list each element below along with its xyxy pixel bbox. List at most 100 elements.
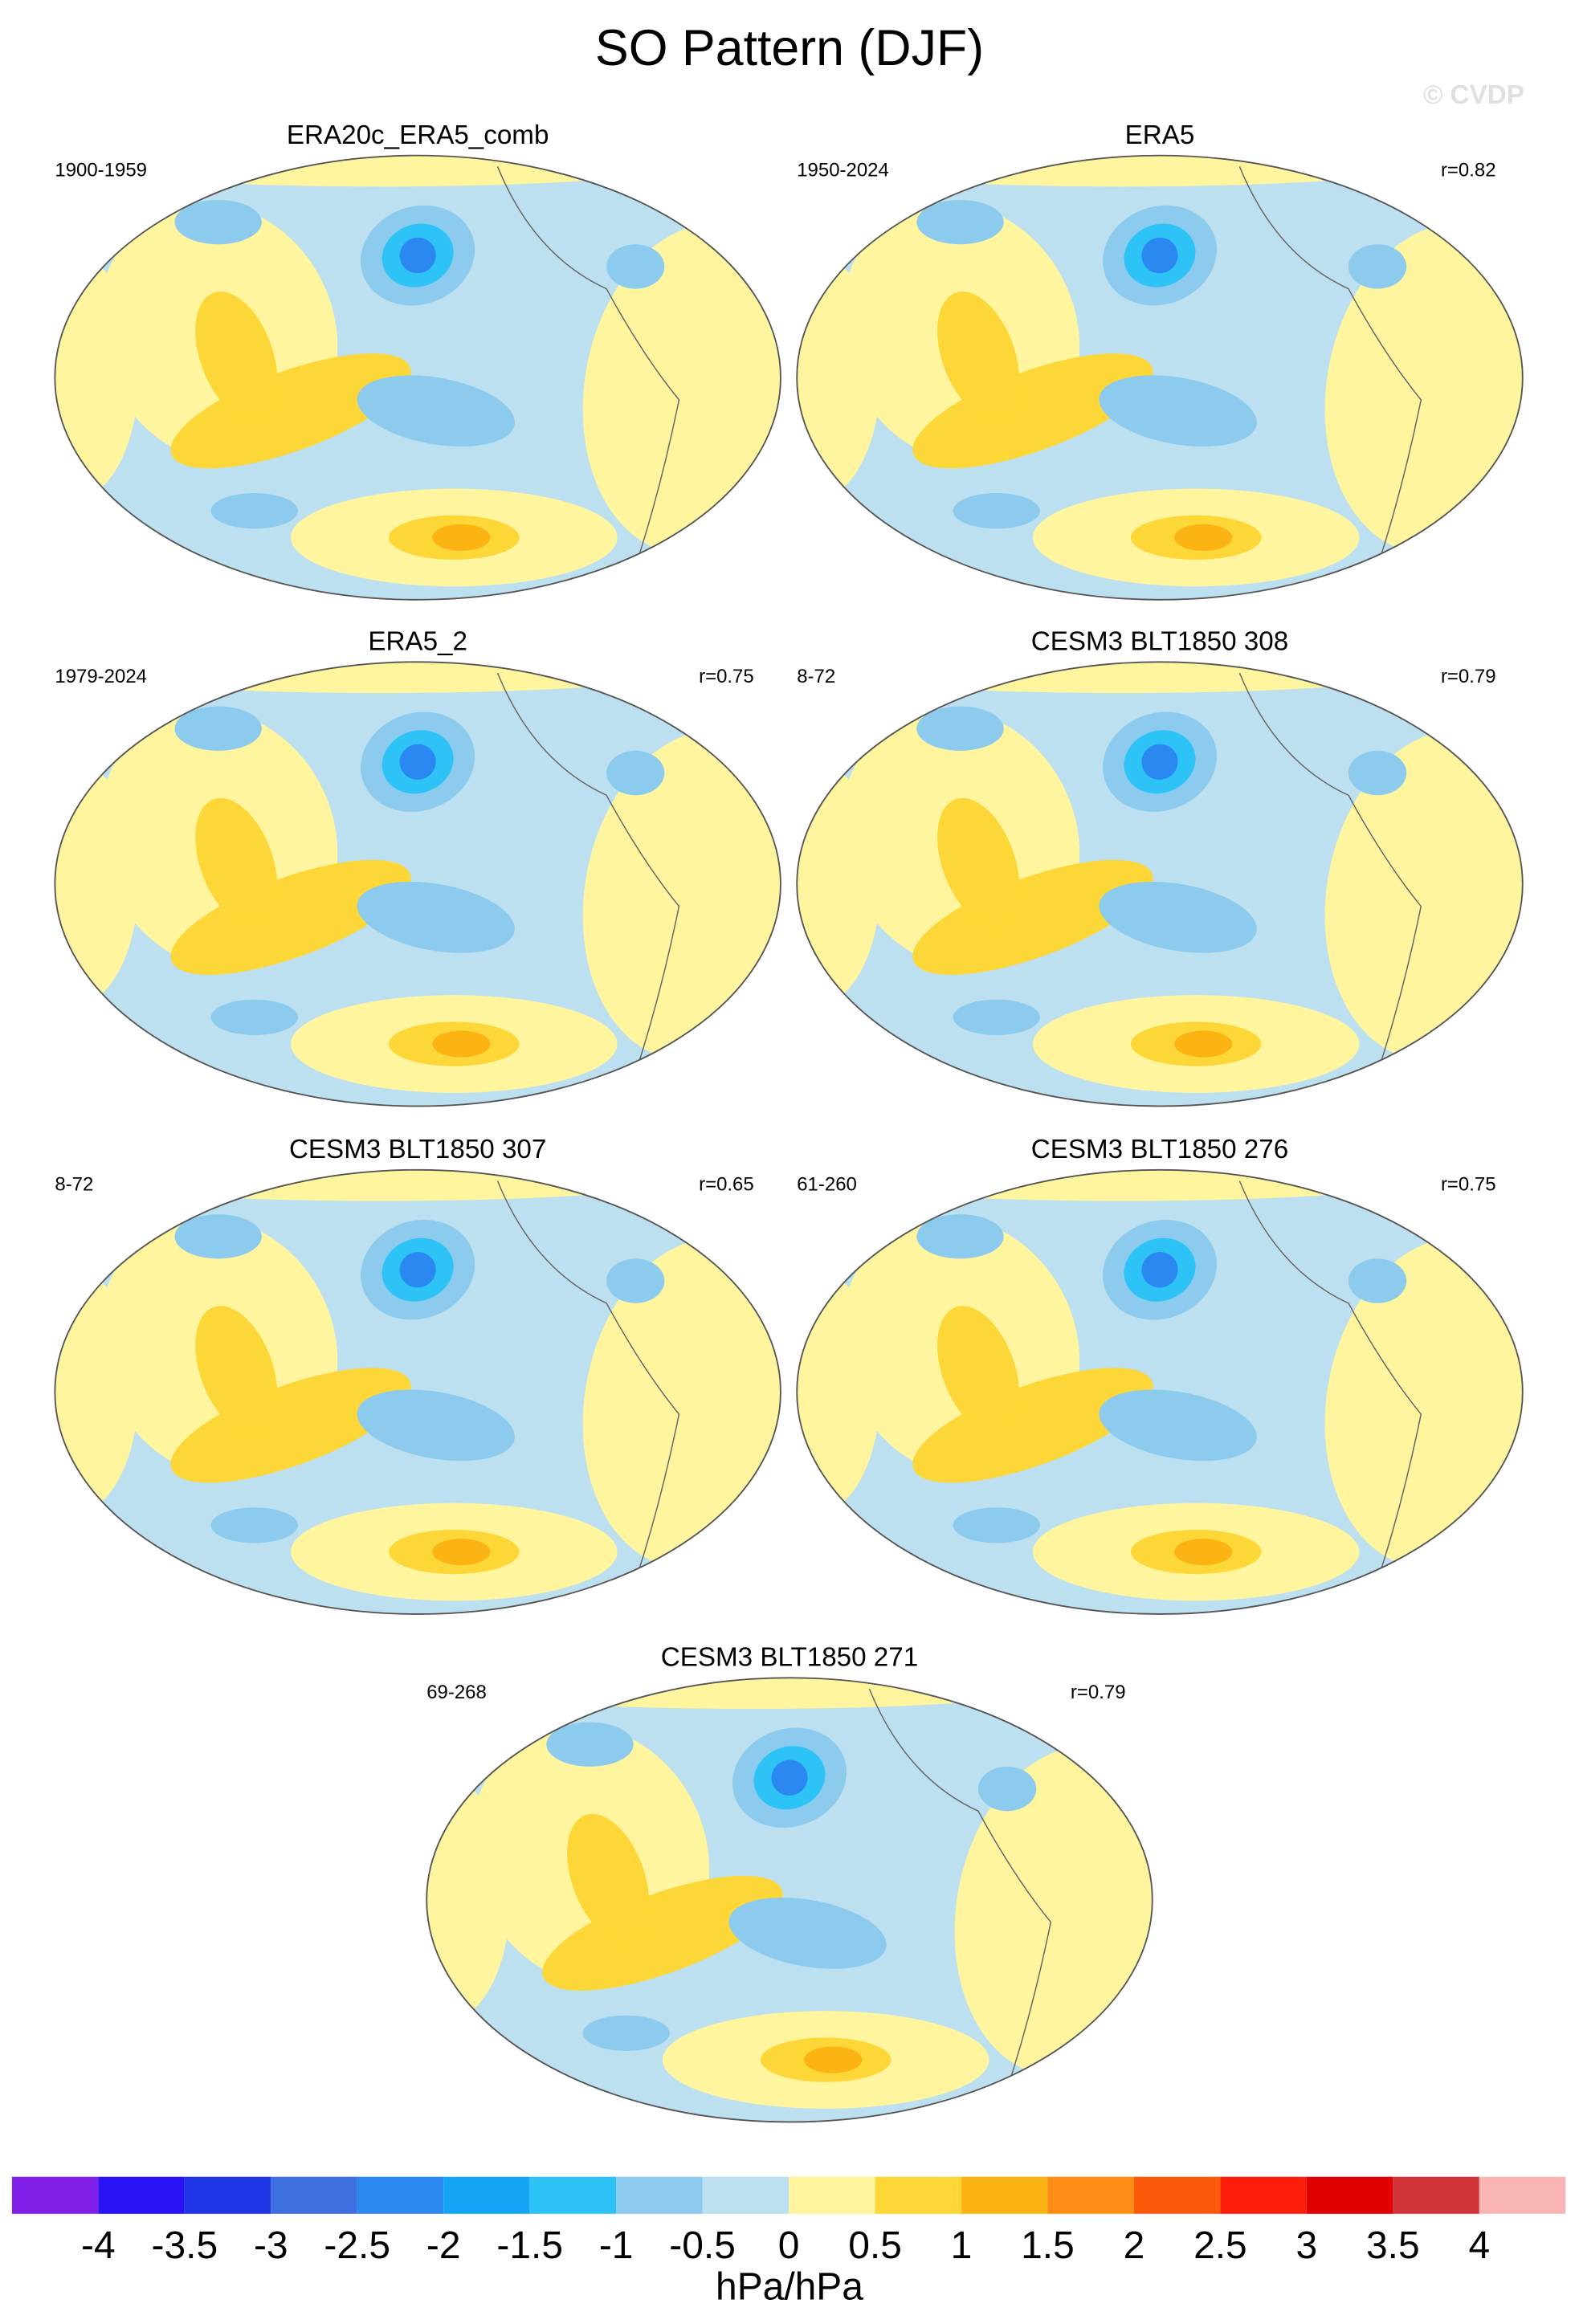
contour-region xyxy=(426,1777,511,2023)
colorbar-tick-label: -2 xyxy=(426,2224,461,2267)
contour-region xyxy=(953,1507,1040,1543)
contour-region xyxy=(170,859,411,975)
contour-region xyxy=(210,493,299,529)
panel-right-label: r=0.82 xyxy=(1441,159,1496,181)
contour-region xyxy=(937,292,1020,420)
map-border xyxy=(796,154,1524,601)
map-border xyxy=(54,154,781,601)
contour-region xyxy=(771,1759,808,1796)
contour-region xyxy=(210,1507,299,1543)
panel-left-label: 8-72 xyxy=(797,666,835,687)
colorbar-tick-label: 4 xyxy=(1468,2224,1490,2267)
colorbar-tick-label: 2 xyxy=(1124,2224,1145,2267)
colorbar-box xyxy=(702,2176,790,2214)
map-border xyxy=(426,1677,1153,2123)
contour-region xyxy=(399,237,436,274)
contour-region xyxy=(912,1368,1153,1483)
contour-region xyxy=(606,244,665,289)
coastline xyxy=(1238,672,1422,1074)
contour-region xyxy=(797,255,881,500)
map xyxy=(797,1169,1523,1614)
contour-region xyxy=(170,1368,411,1483)
panel-title: ERA5 xyxy=(1125,120,1195,150)
contour-region xyxy=(357,1389,515,1462)
contour-region xyxy=(195,292,278,420)
colorbar-box xyxy=(875,2176,962,2214)
coastline xyxy=(496,672,680,1074)
contour-region xyxy=(1099,1389,1257,1462)
contour-region xyxy=(916,199,1004,245)
colorbar-tick-label: 2.5 xyxy=(1193,2224,1247,2267)
panel-right-label: r=0.65 xyxy=(699,1174,754,1196)
map-border xyxy=(54,661,781,1107)
contour-region xyxy=(977,1766,1037,1812)
colorbar-box xyxy=(11,2176,99,2214)
panel-title: CESM3 BLT1850 276 xyxy=(1031,1135,1288,1164)
panel-right-label: r=0.75 xyxy=(699,666,754,687)
contour-region xyxy=(937,797,1020,926)
contour-region xyxy=(606,1258,665,1303)
contour-region xyxy=(432,1030,491,1058)
colorbar-tick-label: 1.5 xyxy=(1021,2224,1075,2267)
colorbar-label: hPa/hPa xyxy=(716,2266,863,2309)
contour-region xyxy=(804,2046,863,2073)
map xyxy=(55,662,781,1107)
map xyxy=(55,155,781,600)
contour-region xyxy=(357,375,515,447)
colorbar-box xyxy=(1133,2176,1221,2214)
panel-left-label: 1979-2024 xyxy=(55,666,147,687)
contour-region xyxy=(1174,1538,1233,1566)
map xyxy=(55,1169,781,1614)
contour-region xyxy=(1141,744,1178,780)
watermark: © CVDP xyxy=(1423,80,1524,110)
coastline xyxy=(1238,166,1422,567)
contour-region xyxy=(546,1722,634,1767)
colorbar-tick-label: -1.5 xyxy=(496,2224,563,2267)
panel-left-label: 69-268 xyxy=(426,1682,487,1703)
contour-region xyxy=(916,1214,1004,1259)
contour-region xyxy=(195,797,278,926)
colorbar-tick-label: -4 xyxy=(81,2224,116,2267)
contour-region xyxy=(1099,375,1257,447)
colorbar-tick-label: -2.5 xyxy=(324,2224,390,2267)
colorbar-box xyxy=(1306,2176,1393,2214)
contour-region xyxy=(1174,1030,1233,1058)
colorbar-box xyxy=(1393,2176,1479,2214)
contour-region xyxy=(174,706,262,751)
colorbar-box xyxy=(443,2176,530,2214)
contour-region xyxy=(937,1306,1020,1434)
contour-region xyxy=(399,744,436,780)
map-border xyxy=(796,661,1524,1107)
contour-region xyxy=(357,882,515,953)
contour-region xyxy=(1348,1258,1407,1303)
panel-right-label: r=0.75 xyxy=(1441,1174,1496,1196)
colorbar-box xyxy=(1047,2176,1134,2214)
contour-region xyxy=(399,1252,436,1288)
panel-right-label: r=0.79 xyxy=(1441,666,1496,687)
contour-region xyxy=(728,1898,887,1969)
colorbar-tick-label: 1 xyxy=(951,2224,973,2267)
contour-region xyxy=(1174,524,1233,551)
colorbar-box xyxy=(1479,2176,1566,2214)
colorbar-tick-label: -1 xyxy=(599,2224,634,2267)
contour-region xyxy=(582,2015,670,2051)
panel-left-label: 8-72 xyxy=(55,1174,93,1196)
contour-region xyxy=(1099,882,1257,953)
colorbar-box xyxy=(184,2176,271,2214)
coastline xyxy=(868,1688,1052,2090)
contour-region xyxy=(916,706,1004,751)
contour-region xyxy=(195,1306,278,1434)
panel-left-label: 1950-2024 xyxy=(797,159,889,181)
contour-region xyxy=(174,1214,262,1259)
colorbar-tick-label: -3.5 xyxy=(152,2224,218,2267)
contour-region xyxy=(912,353,1153,469)
map xyxy=(797,155,1523,600)
contour-region xyxy=(55,255,139,500)
panel-left-label: 61-260 xyxy=(797,1174,857,1196)
contour-region xyxy=(797,761,881,1007)
panel-left-label: 1900-1959 xyxy=(55,159,147,181)
colorbar-tick-label: 0.5 xyxy=(848,2224,902,2267)
contour-region xyxy=(1348,750,1407,796)
contour-region xyxy=(912,859,1153,975)
